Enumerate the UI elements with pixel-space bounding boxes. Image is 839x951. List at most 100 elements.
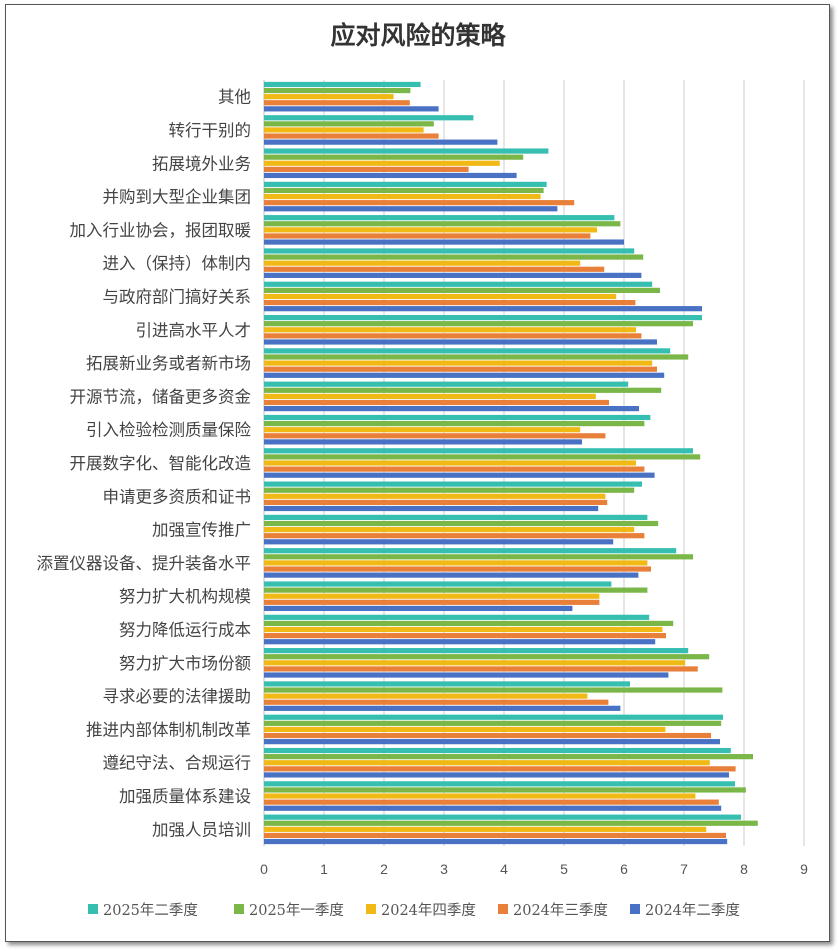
bar	[264, 714, 723, 720]
bar	[264, 472, 655, 478]
bar	[264, 148, 549, 154]
bar	[264, 832, 726, 839]
bar	[264, 732, 711, 739]
bar	[264, 414, 651, 421]
bar	[264, 739, 720, 745]
bar	[264, 654, 710, 660]
category-label: 加强人员培训	[152, 820, 251, 839]
bar	[264, 527, 635, 533]
x-tick-label: 7	[680, 861, 688, 877]
bar	[264, 333, 642, 339]
bar	[264, 106, 439, 112]
bar	[264, 187, 544, 194]
bar	[264, 227, 597, 233]
bar	[264, 633, 666, 639]
bar	[264, 420, 645, 427]
bar	[264, 272, 642, 278]
bar	[264, 754, 753, 760]
bar	[264, 805, 722, 811]
bar	[264, 87, 411, 94]
legend-swatch	[88, 904, 98, 914]
bar	[264, 548, 677, 554]
bar	[264, 693, 588, 699]
bar	[264, 493, 606, 499]
bar	[264, 281, 653, 287]
bar	[264, 499, 608, 506]
bar	[264, 481, 642, 487]
bar	[264, 747, 731, 754]
category-label: 添置仪器设备、提升装备水平	[37, 554, 252, 573]
category-label: 开源节流，储备更多资金	[70, 387, 252, 406]
bar	[264, 554, 693, 560]
bar	[264, 572, 639, 578]
x-tick-label: 1	[320, 861, 328, 877]
bar	[264, 660, 686, 666]
category-label: 推进内部体制机制改革	[86, 720, 251, 739]
x-tick-label: 9	[800, 861, 808, 877]
legend-label: 2024年二季度	[645, 902, 740, 919]
bar	[264, 200, 575, 206]
bar	[264, 772, 729, 778]
category-label: 加强宣传推广	[152, 521, 251, 540]
bar	[264, 393, 596, 399]
bar	[264, 254, 644, 260]
category-label: 引进高水平人才	[136, 321, 252, 340]
legend-label: 2024年三季度	[513, 902, 608, 919]
bar	[264, 327, 636, 333]
bar	[264, 154, 524, 160]
category-label: 引入检验检测质量保险	[86, 421, 252, 440]
bar	[264, 360, 653, 366]
bar	[264, 699, 609, 705]
bar	[264, 820, 758, 826]
legend-swatch	[630, 904, 640, 914]
bar	[264, 339, 657, 345]
category-label: 加强质量体系建设	[119, 787, 251, 806]
legend-swatch	[234, 904, 244, 914]
category-label: 开展数字化、智能化改造	[70, 454, 252, 473]
bar	[264, 239, 624, 245]
bar	[264, 487, 635, 493]
bar	[264, 260, 581, 266]
bar	[264, 215, 615, 221]
bar	[264, 793, 696, 799]
bar	[264, 466, 645, 472]
bar	[264, 838, 728, 845]
bar	[264, 439, 582, 445]
bar	[264, 381, 629, 387]
bar	[264, 306, 702, 312]
bar	[264, 460, 636, 466]
bar	[264, 620, 674, 627]
legend-label: 2025年二季度	[103, 902, 198, 919]
bar	[264, 566, 651, 572]
category-label: 拓展新业务或者新市场	[86, 354, 251, 373]
category-label: 转行干别的	[169, 121, 252, 140]
bar	[264, 121, 434, 127]
legend-swatch	[498, 904, 508, 914]
bar	[264, 100, 410, 106]
bar	[264, 233, 591, 239]
bar	[264, 354, 689, 360]
bar	[264, 293, 617, 300]
bar	[264, 766, 736, 772]
bar	[264, 299, 636, 306]
bar	[264, 266, 605, 272]
legend-swatch	[366, 904, 376, 914]
x-tick-label: 5	[560, 861, 568, 877]
bar	[264, 427, 581, 433]
category-label: 其他	[218, 88, 251, 107]
bar	[264, 366, 657, 372]
legend-label: 2025年一季度	[249, 902, 344, 919]
bar	[264, 560, 648, 566]
category-label: 加入行业协会，报团取暖	[70, 221, 252, 240]
bar	[264, 799, 719, 805]
bar	[264, 705, 621, 711]
bar	[264, 814, 741, 820]
bar	[264, 248, 635, 254]
bar	[264, 681, 630, 687]
category-label: 并购到大型企业集团	[103, 188, 252, 207]
bar	[264, 787, 746, 793]
x-tick-label: 3	[440, 861, 448, 877]
category-label: 申请更多资质和证书	[103, 487, 252, 506]
bar	[264, 181, 547, 187]
